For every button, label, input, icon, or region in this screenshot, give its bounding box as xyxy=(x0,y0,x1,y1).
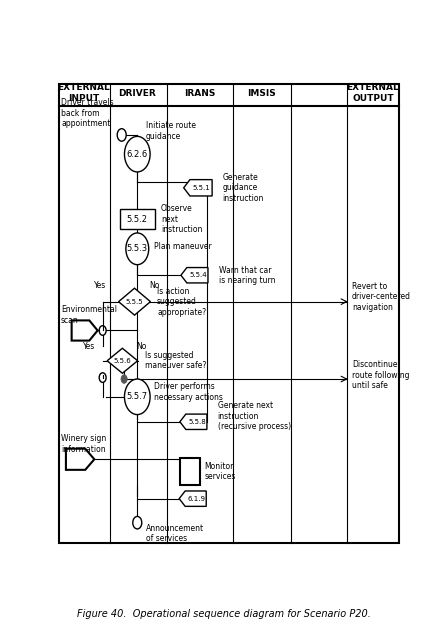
Text: Revert to
driver-centered
navigation: Revert to driver-centered navigation xyxy=(352,282,411,312)
Polygon shape xyxy=(179,491,206,506)
Text: 5.5.5: 5.5.5 xyxy=(126,299,143,305)
Polygon shape xyxy=(72,320,97,341)
Text: Monitor
services: Monitor services xyxy=(204,462,236,481)
Text: 6.1.9: 6.1.9 xyxy=(187,495,205,502)
Text: 5.5.4: 5.5.4 xyxy=(189,272,207,278)
Text: Yes: Yes xyxy=(94,281,106,290)
Text: Is action
suggested
appropriate?: Is action suggested appropriate? xyxy=(157,287,206,316)
Text: Yes: Yes xyxy=(83,342,96,351)
Text: Discontinue
route following
until safe: Discontinue route following until safe xyxy=(352,360,409,390)
Text: Is suggested
maneuver safe?: Is suggested maneuver safe? xyxy=(145,351,206,371)
Circle shape xyxy=(126,233,149,265)
Bar xyxy=(120,210,155,228)
Text: Driver travels
back from
appointment: Driver travels back from appointment xyxy=(61,99,114,128)
Text: 5.5.1: 5.5.1 xyxy=(193,185,210,191)
Text: Environmental
scan: Environmental scan xyxy=(61,305,117,325)
Text: 6.2.6: 6.2.6 xyxy=(127,150,148,158)
Text: 5.5.7: 5.5.7 xyxy=(127,392,148,401)
Polygon shape xyxy=(66,449,94,470)
Text: IMSIS: IMSIS xyxy=(248,89,276,97)
Circle shape xyxy=(124,379,150,414)
Text: Initiate route
guidance: Initiate route guidance xyxy=(146,122,196,141)
Bar xyxy=(180,458,200,485)
Text: EXTERNAL
OUTPUT: EXTERNAL OUTPUT xyxy=(346,84,399,103)
Text: 5.5.8: 5.5.8 xyxy=(188,419,206,425)
Text: Announcement
of services: Announcement of services xyxy=(146,524,204,543)
Polygon shape xyxy=(107,348,138,373)
Text: No: No xyxy=(137,342,147,351)
Text: 5.5.2: 5.5.2 xyxy=(127,215,148,223)
Text: Generate next
instruction
(recursive process): Generate next instruction (recursive pro… xyxy=(218,401,291,431)
Text: DRIVER: DRIVER xyxy=(118,89,156,97)
Text: Driver performs
necessary actions: Driver performs necessary actions xyxy=(154,383,223,402)
Text: Winery sign
information: Winery sign information xyxy=(61,434,106,454)
Text: 5.5.3: 5.5.3 xyxy=(127,245,148,253)
Polygon shape xyxy=(118,288,151,315)
Polygon shape xyxy=(184,180,212,196)
Text: No: No xyxy=(149,281,160,290)
Text: Generate
guidance
instruction: Generate guidance instruction xyxy=(222,173,264,203)
Polygon shape xyxy=(181,268,208,283)
Circle shape xyxy=(124,137,150,172)
Text: Observe
next
instruction: Observe next instruction xyxy=(161,204,202,234)
Text: 5.5.6: 5.5.6 xyxy=(114,358,131,364)
Circle shape xyxy=(121,374,127,383)
Polygon shape xyxy=(180,414,207,429)
Text: Figure 40.  Operational sequence diagram for Scenario P20.: Figure 40. Operational sequence diagram … xyxy=(76,609,371,619)
Text: EXTERNAL
INPUT: EXTERNAL INPUT xyxy=(57,84,110,103)
Text: Plan maneuver: Plan maneuver xyxy=(154,242,212,251)
Text: Warn that car
is nearing turn: Warn that car is nearing turn xyxy=(219,266,275,285)
Text: IRANS: IRANS xyxy=(184,89,215,97)
